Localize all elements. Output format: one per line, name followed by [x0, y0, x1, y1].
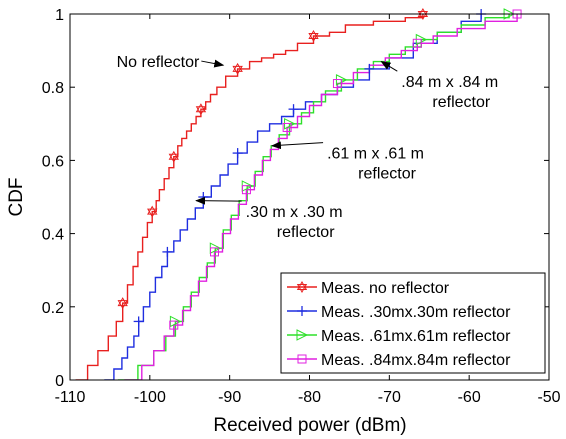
marker-triangle	[296, 329, 309, 341]
data-point-0	[232, 62, 243, 75]
data-point-0	[168, 150, 179, 163]
data-point-3	[169, 320, 179, 330]
data-point-1	[288, 104, 299, 115]
legend: Meas. no reflector Meas. .30mx.30m reflec…	[280, 272, 546, 374]
legend-entry-0: Meas. no reflector	[321, 280, 450, 297]
marker-square	[332, 79, 342, 89]
annotation-arrow-1	[380, 61, 398, 72]
marker-triangle-up	[195, 103, 207, 113]
data-point-1	[133, 316, 144, 327]
marker-layer	[117, 8, 522, 330]
data-point-0	[417, 8, 429, 20]
x-axis-label: Received power (dBm)	[213, 415, 406, 436]
x-tick-label: -60	[458, 389, 481, 406]
y-tick-label: 0.6	[42, 153, 64, 170]
marker-square	[169, 320, 179, 330]
data-point-3	[241, 185, 251, 195]
marker-triangle-down	[147, 208, 158, 218]
x-tick-label: -90	[218, 389, 241, 406]
legend-marker-2	[296, 329, 309, 341]
x-tick-label: -80	[298, 389, 321, 406]
marker-square	[209, 247, 219, 257]
y-tick-label: 1	[55, 7, 64, 24]
annotation-arrow-2	[270, 141, 324, 150]
data-point-3	[209, 247, 219, 257]
annotation-arrow-0	[201, 59, 225, 68]
y-tick-label: 0.4	[42, 227, 64, 244]
marker-triangle-down	[117, 300, 128, 310]
series-line-1	[104, 14, 482, 380]
series-line-0	[75, 14, 424, 380]
data-point-0	[308, 29, 319, 43]
x-tick-label: -110	[55, 389, 86, 406]
marker-triangle-down	[296, 284, 308, 294]
data-point-1	[364, 63, 375, 74]
y-axis-label: CDF	[6, 177, 27, 216]
data-point-3	[282, 122, 292, 132]
series-line-2	[117, 14, 510, 380]
marker-triangle-down	[195, 106, 207, 116]
data-point-0	[195, 103, 207, 116]
legend-marker-1	[297, 306, 307, 316]
annotation-label-0: No reflector	[117, 54, 200, 71]
legend-entry-1: Meas. .30mx.30m reflector	[321, 304, 511, 321]
series-layer	[75, 14, 518, 380]
marker-square	[412, 38, 422, 48]
marker-square	[241, 185, 251, 195]
data-point-1	[232, 148, 243, 159]
marker-triangle-up	[147, 205, 158, 215]
marker-triangle-up	[417, 8, 429, 17]
marker-triangle-up	[117, 297, 128, 307]
legend-marker-3	[297, 354, 307, 364]
legend-marker-0	[296, 280, 308, 294]
marker-triangle-up	[308, 29, 319, 39]
marker-triangle-down	[168, 153, 179, 163]
legend-box	[280, 272, 546, 374]
marker-triangle-up	[232, 62, 243, 72]
x-tick-label: -50	[537, 389, 560, 406]
data-point-3	[412, 38, 422, 48]
data-point-1	[162, 246, 173, 257]
y-tick-label: 0.2	[42, 300, 64, 317]
x-tick-label: -70	[378, 389, 401, 406]
annotation-label-2: .61 m x .61 m reflector	[327, 146, 424, 183]
data-point-0	[147, 205, 158, 218]
marker-square	[297, 354, 307, 364]
legend-entry-2: Meas. .61mx.61m reflector	[321, 328, 511, 345]
series-line-3	[124, 14, 518, 380]
marker-triangle-up	[168, 150, 179, 160]
x-tick-label: -100	[134, 389, 166, 406]
annotation-layer: No reflector .84 m x .84 m reflector .61 m …	[117, 54, 499, 241]
data-point-0	[117, 297, 128, 310]
y-tick-label: 0	[55, 373, 64, 390]
axis-layer: -110 -100 -90 -80 -70 -60 -50 0 0.2 0.4 0.6 0.8 1	[42, 7, 561, 406]
legend-entry-3: Meas. .84mx.84m reflector	[321, 352, 511, 369]
annotation-label-3: .30 m x .30 m reflector	[246, 204, 343, 241]
marker-triangle-down	[308, 33, 319, 43]
marker-square	[282, 122, 292, 132]
marker-triangle-down	[417, 11, 429, 20]
data-point-3	[332, 79, 342, 89]
marker-triangle-down	[232, 65, 243, 75]
annotation-label-1: .84 m x .84 m reflector	[401, 74, 498, 111]
marker-triangle-up	[296, 280, 308, 290]
y-tick-label: 0.8	[42, 80, 64, 97]
